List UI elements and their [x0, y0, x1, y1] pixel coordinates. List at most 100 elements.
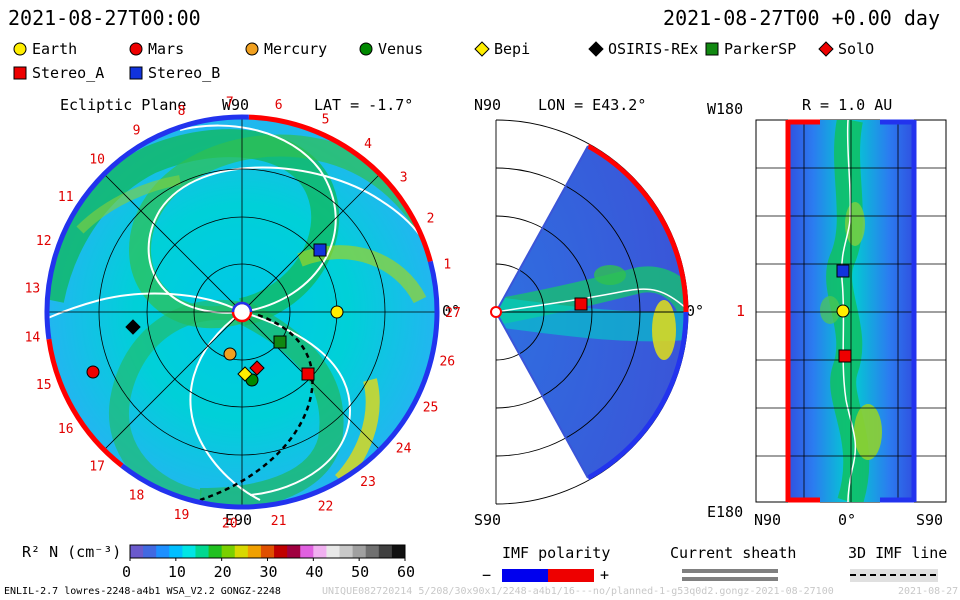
carrington-tick-25: 25	[423, 401, 439, 416]
marker-parkersp	[273, 335, 287, 349]
footer-left: ENLIL-2.7 lowres-2248-a4b1 WSA_V2.2 GONG…	[4, 586, 281, 597]
colorbar-swatch	[247, 545, 262, 558]
carrington-tick-9: 9	[133, 123, 141, 138]
panel3-r-label: R = 1.0 AU	[802, 96, 893, 114]
legend-symbol-mercury	[245, 42, 259, 56]
colorbar-swatch	[156, 545, 170, 558]
legend-label-mercury: Mercury	[264, 40, 328, 58]
imf-negative-bar	[502, 569, 548, 582]
legend-item-parkersp: ParkerSP	[704, 40, 796, 58]
legend-item-mercury: Mercury	[244, 40, 327, 58]
header-left-time: 2021-08-27T00:00	[8, 6, 201, 30]
colorbar-tick-10: 10	[167, 563, 186, 581]
imf-plus-label: +	[600, 566, 610, 584]
colorbar-swatch	[234, 545, 249, 558]
legend-item-bepi: Bepi	[474, 40, 530, 58]
carrington-tick-24: 24	[396, 442, 412, 457]
legend-label-venus: Venus	[378, 40, 424, 58]
colorbar-swatch	[208, 545, 223, 558]
legend-symbol-osiris-rex	[588, 41, 604, 57]
colorbar-swatch	[260, 545, 275, 558]
panel3-x-left: N90	[754, 511, 782, 529]
header-right-time: 2021-08-27T00 +0.00 day	[663, 6, 940, 30]
panel2-n-label: N90	[474, 96, 502, 114]
legend-symbol-bepi	[474, 41, 490, 57]
marker-stereo-a-p3	[838, 349, 852, 363]
colorbar-swatch	[378, 545, 393, 558]
legend-symbol-earth	[13, 42, 27, 56]
imf-polarity-title: IMF polarity	[502, 544, 611, 562]
colorbar-tick-0: 0	[122, 563, 132, 581]
colorbar-tick-60: 60	[397, 563, 416, 581]
current-sheath-line-1	[682, 569, 778, 573]
carrington-tick-16: 16	[58, 422, 74, 437]
legend-label-mars: Mars	[148, 40, 185, 58]
colorbar-swatch	[130, 545, 144, 558]
carrington-tick-19: 19	[174, 508, 190, 523]
marker-mars	[86, 365, 100, 379]
carrington-tick-26: 26	[439, 355, 455, 370]
colorbar	[129, 544, 406, 561]
carrington-tick-2: 2	[427, 211, 435, 226]
colorbar-tick-40: 40	[305, 563, 324, 581]
marker-stereo-b-p3	[836, 264, 850, 278]
colorbar-swatch	[313, 545, 327, 558]
colorbar-swatch	[391, 545, 406, 558]
lonlat-rect	[755, 119, 947, 503]
footer-right-date: 2021-08-27	[898, 586, 959, 597]
legend-symbol-stereo-b	[129, 66, 143, 80]
marker-earth	[330, 305, 344, 319]
carrington-tick-21: 21	[271, 514, 287, 529]
colorbar-swatch	[365, 545, 380, 558]
colorbar-swatch	[143, 545, 157, 558]
carrington-tick-3: 3	[400, 170, 408, 185]
panel3-one-label: 1	[736, 302, 746, 320]
carrington-tick-17: 17	[89, 459, 105, 474]
carrington-tick-12: 12	[36, 234, 52, 249]
legend-label-bepi: Bepi	[494, 40, 531, 58]
legend-item-venus: Venus	[358, 40, 423, 58]
carrington-tick-13: 13	[25, 282, 41, 297]
legend-item-mars: Mars	[128, 40, 184, 58]
carrington-tick-4: 4	[364, 137, 372, 152]
footer-right: UNIQUE082720214 5/208/30x90x1/2248-a4b1/…	[322, 586, 834, 597]
panel2-zero-label: 0°	[686, 302, 705, 320]
marker-stereo-a	[301, 367, 315, 381]
legend-label-earth: Earth	[32, 40, 78, 58]
panel1-w-label: W90	[222, 96, 250, 114]
colorbar-swatch	[326, 545, 341, 558]
legend-item-osiris-rex: OSIRIS-REx	[588, 40, 698, 58]
legend-symbol-parkersp	[705, 42, 719, 56]
panel1-e-label: E90	[225, 511, 253, 529]
legend-item-earth: Earth	[12, 40, 77, 58]
carrington-tick-15: 15	[36, 378, 52, 393]
colorbar-tick-30: 30	[259, 563, 278, 581]
panel3-x-right: S90	[916, 511, 944, 529]
legend-item-stereo-a: Stereo_A	[12, 64, 104, 82]
panel1-title: Ecliptic Plane	[60, 96, 187, 114]
carrington-tick-23: 23	[360, 475, 376, 490]
carrington-tick-18: 18	[129, 489, 145, 504]
imf-line-title: 3D IMF line	[848, 544, 948, 562]
colorbar-swatch	[287, 545, 301, 558]
object-markers	[86, 243, 852, 387]
legend-symbol-solo	[818, 41, 834, 57]
colorbar-tick-20: 20	[213, 563, 232, 581]
carrington-tick-1: 1	[443, 257, 451, 272]
marker-mercury	[223, 347, 237, 361]
colorbar-swatch	[352, 545, 367, 558]
legend-symbol-venus	[359, 42, 373, 56]
marker-stereo-b	[313, 243, 327, 257]
legend-label-stereo-a: Stereo_A	[32, 64, 105, 82]
panel2-lon-label: LON = E43.2°	[538, 96, 647, 114]
carrington-tick-27: 27	[445, 306, 461, 321]
colorbar-swatch	[274, 545, 288, 558]
panel1-lat-label: LAT = -1.7°	[314, 96, 414, 114]
current-sheath-line-2	[682, 577, 778, 581]
carrington-tick-11: 11	[58, 190, 74, 205]
panel3-x-mid: 0°	[838, 511, 857, 529]
